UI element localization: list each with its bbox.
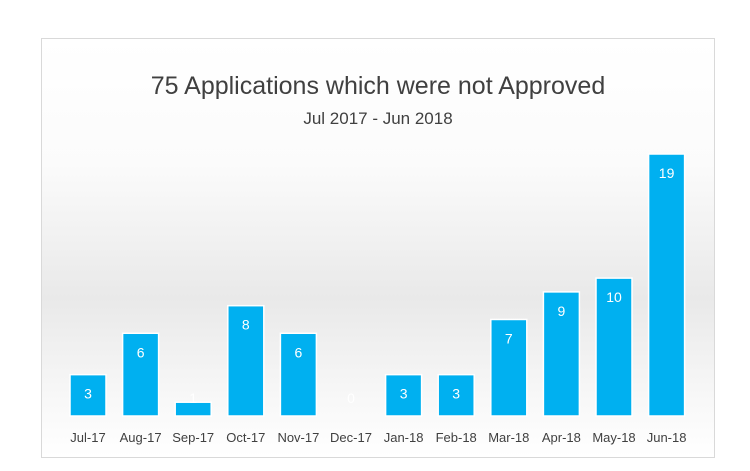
bar-may-18 [595,277,633,417]
data-label-jan-18: 3 [400,386,408,402]
x-tick-label-nov-17: Nov-17 [277,430,319,445]
data-label-aug-17: 6 [137,344,145,360]
bar-jun-18 [647,153,686,417]
data-label-jun-18: 19 [659,165,675,181]
x-tick-label-feb-18: Feb-18 [436,430,477,445]
bar-apr-18 [542,291,581,417]
data-label-sep-17: 1 [189,390,197,406]
bar-jul-17 [69,373,107,417]
x-tick-label-jun-18: Jun-18 [647,430,687,445]
data-label-oct-17: 8 [242,317,250,333]
bar-aug-17 [121,332,160,417]
bar-feb-18 [437,373,475,417]
x-tick-label-sep-17: Sep-17 [172,430,214,445]
chart-subtitle: Jul 2017 - Jun 2018 [303,109,453,128]
chart-title: 75 Applications which were not Approved [150,72,606,100]
x-tick-label-dec-17: Dec-17 [330,430,372,445]
data-label-may-18: 10 [606,289,622,305]
x-tick-label-apr-18: Apr-18 [542,430,581,445]
x-tick-label-jan-18: Jan-18 [384,430,424,445]
bar-oct-17 [227,304,265,417]
x-tick-label-may-18: May-18 [592,430,635,445]
data-label-nov-17: 6 [295,344,303,360]
data-label-jul-17: 3 [84,386,92,402]
x-tick-label-mar-18: Mar-18 [488,430,529,445]
x-tick-label-aug-17: Aug-17 [120,430,162,445]
data-label-dec-17: 0 [347,390,355,406]
x-tick-label-oct-17: Oct-17 [226,430,265,445]
bar-nov-17 [279,332,318,417]
data-label-feb-18: 3 [452,386,460,402]
x-tick-label-jul-17: Jul-17 [70,430,105,445]
bar-mar-18 [490,318,528,417]
bar-sep-17 [174,401,212,417]
data-label-mar-18: 7 [505,330,513,346]
bar-jan-18 [384,373,423,417]
data-label-apr-18: 9 [558,303,566,319]
